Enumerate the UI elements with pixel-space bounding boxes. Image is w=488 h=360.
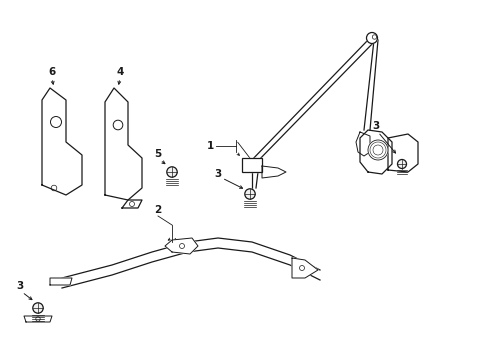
Text: 2: 2 <box>154 205 162 215</box>
Circle shape <box>166 167 177 177</box>
Polygon shape <box>122 200 142 208</box>
Circle shape <box>397 159 406 168</box>
Text: 3: 3 <box>214 169 221 179</box>
Bar <box>242 158 262 172</box>
Polygon shape <box>50 278 72 285</box>
Circle shape <box>244 189 255 199</box>
Text: 3: 3 <box>372 121 379 131</box>
Polygon shape <box>164 238 198 254</box>
Polygon shape <box>355 132 369 156</box>
Text: 6: 6 <box>48 67 56 77</box>
Text: 1: 1 <box>206 141 213 151</box>
Polygon shape <box>359 130 391 174</box>
Bar <box>242 158 262 172</box>
Polygon shape <box>42 88 82 195</box>
Text: 4: 4 <box>116 67 123 77</box>
Circle shape <box>366 32 377 44</box>
Circle shape <box>367 140 387 160</box>
Text: 5: 5 <box>154 149 162 159</box>
Circle shape <box>33 303 43 313</box>
Polygon shape <box>262 166 285 178</box>
Text: 3: 3 <box>16 281 23 291</box>
Polygon shape <box>24 316 52 322</box>
Polygon shape <box>387 134 417 172</box>
Polygon shape <box>291 258 317 278</box>
Polygon shape <box>105 88 142 200</box>
